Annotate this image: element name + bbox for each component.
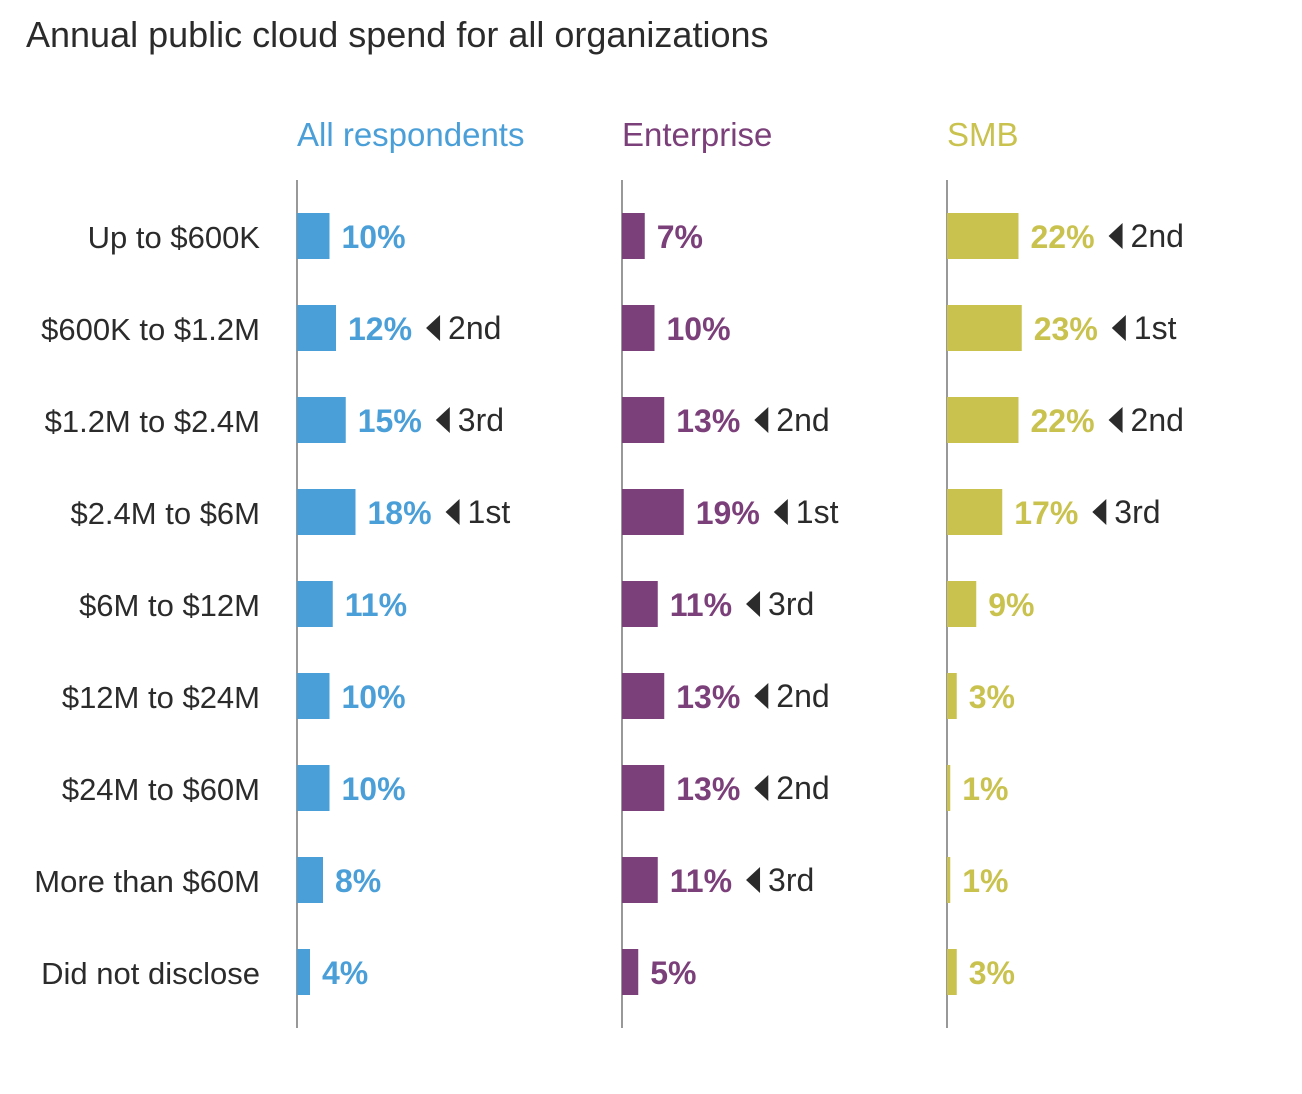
plot-area: Up to $600K $600K to $1.2M $1.2M to $2.4M $… (34, 116, 1184, 1028)
rank-marker-icon (746, 867, 761, 893)
category-label: $2.4M to $6M (70, 496, 260, 531)
rank-marker-icon (445, 499, 460, 525)
value-label: 23% (1034, 311, 1098, 347)
rank-label: 2nd (448, 310, 501, 346)
rank-marker-icon (754, 775, 769, 801)
category-label: $24M to $60M (62, 772, 260, 807)
value-label: 22% (1031, 219, 1095, 255)
bar (947, 857, 951, 903)
value-label: 7% (657, 219, 703, 255)
value-label: 1% (962, 771, 1008, 807)
bar (947, 949, 957, 995)
rank-label: 2nd (1131, 402, 1184, 438)
rank-marker-icon (1108, 223, 1123, 249)
value-label: 5% (650, 955, 696, 991)
category-label: $600K to $1.2M (41, 312, 260, 347)
value-label: 4% (322, 955, 368, 991)
value-label: 13% (676, 679, 740, 715)
value-label: 3% (969, 955, 1015, 991)
bar (297, 765, 330, 811)
value-label: 12% (348, 311, 412, 347)
category-label: Did not disclose (41, 956, 260, 991)
bar (622, 581, 658, 627)
value-label: 9% (988, 587, 1034, 623)
series-header: SMB (947, 116, 1019, 153)
value-label: 8% (335, 863, 381, 899)
series-header: All respondents (297, 116, 524, 153)
bar (947, 489, 1003, 535)
rank-label: 3rd (458, 402, 504, 438)
bar (947, 397, 1019, 443)
bar (297, 857, 323, 903)
value-label: 22% (1031, 403, 1095, 439)
value-label: 11% (345, 587, 407, 623)
rank-label: 3rd (1114, 494, 1160, 530)
value-label: 19% (696, 495, 760, 531)
rank-label: 3rd (768, 862, 814, 898)
rank-marker-icon (1092, 499, 1107, 525)
category-label: Up to $600K (88, 220, 261, 255)
bar (297, 397, 346, 443)
rank-marker-icon (754, 407, 769, 433)
category-label: $12M to $24M (62, 680, 260, 715)
value-label: 10% (342, 219, 406, 255)
rank-label: 2nd (776, 678, 829, 714)
bar (297, 581, 333, 627)
value-label: 10% (667, 311, 731, 347)
rank-marker-icon (435, 407, 450, 433)
bar (622, 305, 655, 351)
chart-title: Annual public cloud spend for all organi… (26, 14, 768, 55)
bar (297, 949, 310, 995)
value-label: 17% (1014, 495, 1078, 531)
category-label: $1.2M to $2.4M (45, 404, 260, 439)
value-label: 11% (670, 863, 732, 899)
value-label: 10% (342, 679, 406, 715)
rank-label: 2nd (776, 402, 829, 438)
rank-label: 2nd (1131, 218, 1184, 254)
rank-marker-icon (746, 591, 761, 617)
bar (947, 673, 957, 719)
value-label: 10% (342, 771, 406, 807)
bar (622, 673, 665, 719)
bar (297, 489, 356, 535)
rank-label: 2nd (776, 770, 829, 806)
value-label: 18% (368, 495, 432, 531)
rank-marker-icon (1111, 315, 1126, 341)
series-header: Enterprise (622, 116, 772, 153)
rank-marker-icon (426, 315, 441, 341)
category-label: $6M to $12M (79, 588, 260, 623)
bar (622, 949, 639, 995)
value-label: 13% (676, 771, 740, 807)
bar (622, 857, 658, 903)
bar (297, 305, 336, 351)
rank-marker-icon (773, 499, 788, 525)
bar (297, 213, 330, 259)
rank-marker-icon (754, 683, 769, 709)
bar (622, 397, 665, 443)
value-label: 13% (676, 403, 740, 439)
bar (947, 305, 1022, 351)
value-label: 1% (962, 863, 1008, 899)
value-label: 15% (358, 403, 422, 439)
value-label: 3% (969, 679, 1015, 715)
bar (622, 489, 684, 535)
bar (622, 765, 665, 811)
rank-label: 3rd (768, 586, 814, 622)
rank-label: 1st (1134, 310, 1177, 346)
rank-marker-icon (1108, 407, 1123, 433)
value-label: 11% (670, 587, 732, 623)
category-label: More than $60M (34, 864, 260, 899)
rank-label: 1st (796, 494, 839, 530)
bar (947, 213, 1019, 259)
bar (297, 673, 330, 719)
rank-label: 1st (468, 494, 511, 530)
bar (947, 581, 977, 627)
bar (947, 765, 951, 811)
bar (622, 213, 645, 259)
